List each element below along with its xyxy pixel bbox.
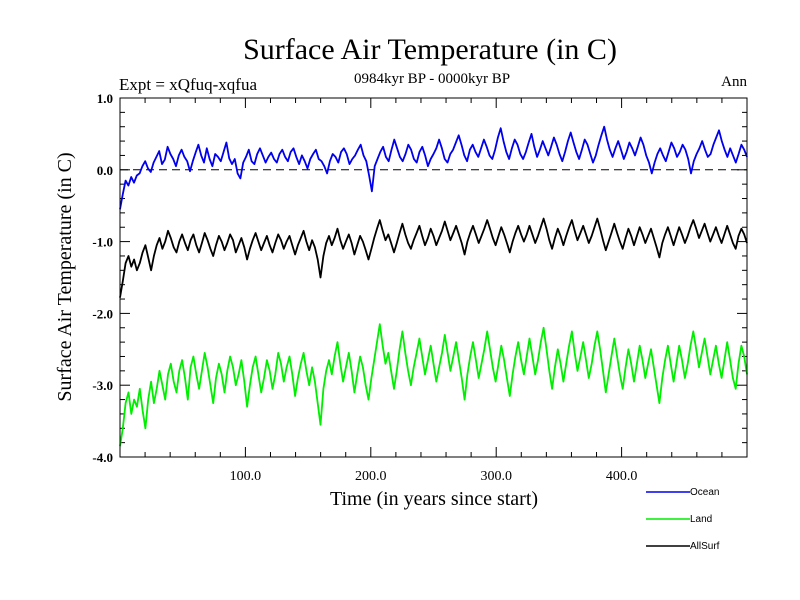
x-axis-label: Time (in years since start) [330,488,538,510]
y-tick-label: -3.0 [92,378,113,393]
legend-label-ocean: Ocean [690,487,719,498]
time-range-label: 0984kyr BP - 0000kyr BP [354,71,510,87]
series-line-allsurf [119,217,748,298]
plot-area: 1.0 0.0 -1.0 -2.0 -3.0 -4.0 100.0 200.0 300.0 400… [92,91,748,484]
legend-label-land: Land [690,514,712,525]
series-line-ocean [119,125,748,210]
x-tick-label: 300.0 [480,469,512,484]
y-tick-label: 0.0 [97,163,113,178]
y-tick-label: -4.0 [92,450,113,465]
season-label: Ann [721,74,747,90]
y-tick-label: -1.0 [92,235,113,250]
x-tick-label: 200.0 [355,469,387,484]
legend-label-allsurf: AllSurf [690,541,720,552]
chart-title: Surface Air Temperature (in C) [243,33,617,66]
x-tick-label: 100.0 [230,469,262,484]
y-tick-label: 1.0 [97,91,113,106]
y-axis-label: Surface Air Temperature (in C) [54,152,76,401]
x-tick-label: 400.0 [606,469,638,484]
plot-frame [119,97,748,458]
experiment-label: Expt = xQfuq-xqfua [119,75,257,94]
legend: Ocean Land AllSurf [646,487,720,552]
series-line-land [119,323,748,447]
y-tick-label: -2.0 [92,306,113,321]
